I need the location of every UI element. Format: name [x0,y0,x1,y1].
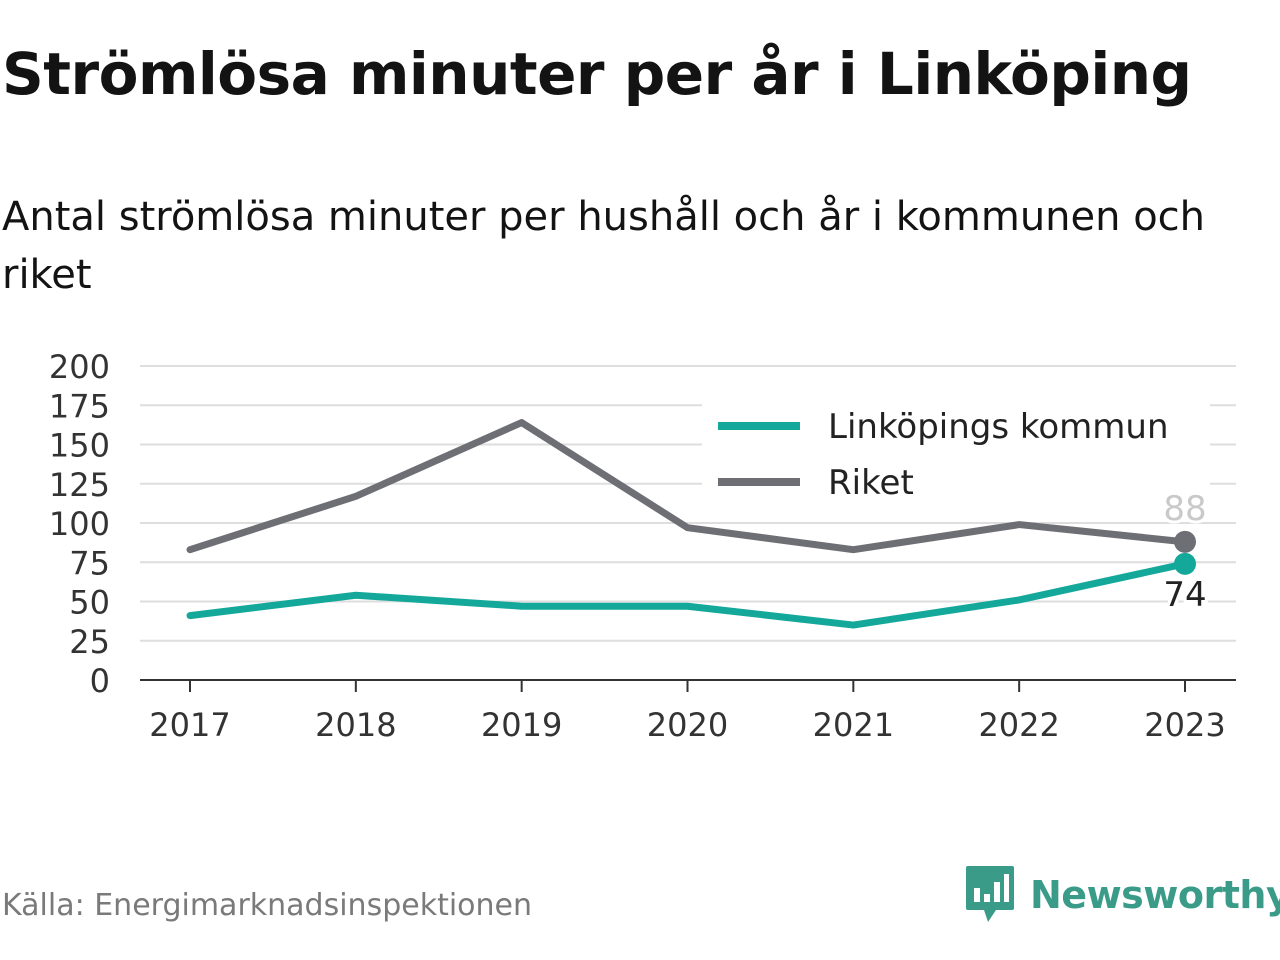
x-tick-label: 2021 [813,706,894,744]
legend: Linköpings kommun Riket [702,402,1210,520]
newsworthy-logo-icon [966,866,1014,922]
series-line [186,419,1189,554]
source-note: Källa: Energimarknadsinspektionen [2,888,533,923]
x-tick-label: 2019 [481,706,562,744]
y-tick-label: 175 [49,387,110,425]
y-tick-label: 200 [49,348,110,386]
brand-name: Newsworthy [1030,873,1280,917]
end-label-riket: 88 [1163,489,1206,529]
legend-background [702,402,1210,520]
y-tick-label: 0 [90,662,110,700]
y-tick-label: 75 [69,544,110,582]
series-end-point [1174,530,1196,553]
legend-label: Linköpings kommun [828,407,1169,447]
y-tick-label: 25 [69,623,110,661]
brand-logo[interactable]: Newsworthy [964,862,1280,928]
end-label-kommun: 74 [1163,575,1206,615]
y-tick-label: 150 [49,427,110,465]
series-end-point [1174,552,1196,575]
y-tick-label: 50 [69,584,110,622]
x-tick-label: 2018 [315,706,396,744]
chart-title: Strömlösa minuter per år i Linköping [2,40,1192,108]
end-labels: 88 74 [1160,486,1209,618]
x-axis: 2017 2018 2019 2020 2021 2022 2023 [140,679,1236,744]
y-tick-label: 125 [49,466,110,504]
y-tick-label: 100 [49,505,110,543]
x-tick-label: 2020 [647,706,728,744]
series-line [186,560,1189,629]
x-tick-label: 2023 [1144,706,1225,744]
series-group [186,419,1196,629]
x-tick-label: 2017 [149,706,230,744]
legend-label: Riket [828,463,914,503]
x-tick-label: 2022 [978,706,1059,744]
chart-subtitle: Antal strömlösa minuter per hushåll och … [2,194,1206,298]
